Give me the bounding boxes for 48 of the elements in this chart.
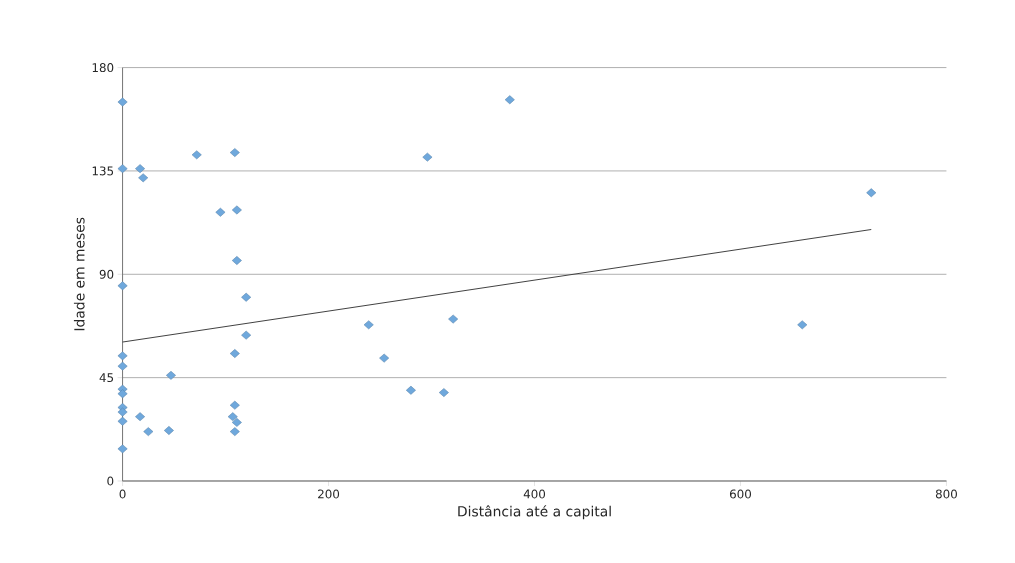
point (405, 385, 416, 395)
point (229, 147, 240, 157)
point (138, 173, 149, 182)
point (229, 348, 240, 358)
x-tick-label: 800 (935, 489, 957, 499)
point (379, 353, 390, 363)
point (117, 351, 128, 360)
point (241, 330, 252, 340)
y-tick-label: 90 (99, 269, 114, 279)
point (448, 314, 459, 324)
point (241, 292, 252, 302)
y-axis-title: Idade em meses (73, 217, 85, 330)
point (117, 416, 128, 426)
point (166, 370, 176, 380)
point (797, 320, 808, 329)
point (227, 412, 238, 421)
point (866, 188, 877, 197)
point (215, 207, 226, 217)
point (163, 425, 174, 435)
point (117, 407, 128, 417)
point (117, 361, 128, 371)
y-tick-label: 180 (92, 62, 114, 72)
point (229, 426, 240, 436)
point (231, 417, 242, 427)
point (117, 163, 128, 173)
point (135, 163, 145, 173)
point (117, 444, 128, 454)
point (117, 389, 128, 398)
point (229, 400, 240, 410)
x-tick-label: 0 (119, 489, 126, 499)
point (191, 150, 202, 160)
x-axis-title: Distância até a capital (458, 505, 611, 519)
point (438, 387, 449, 397)
point (135, 412, 145, 421)
x-tick-label: 600 (729, 489, 752, 499)
x-tick-label: 400 (523, 489, 546, 499)
x-tick-label: 200 (318, 489, 340, 499)
y-tick-label: 45 (99, 372, 114, 382)
point (363, 320, 374, 329)
y-tick-label: 0 (107, 476, 114, 486)
point (231, 255, 242, 265)
point (117, 281, 128, 290)
point (504, 95, 515, 104)
point (231, 205, 242, 215)
point (143, 426, 154, 436)
y-tick-label: 135 (92, 166, 114, 176)
point (422, 152, 433, 162)
point (117, 97, 128, 107)
